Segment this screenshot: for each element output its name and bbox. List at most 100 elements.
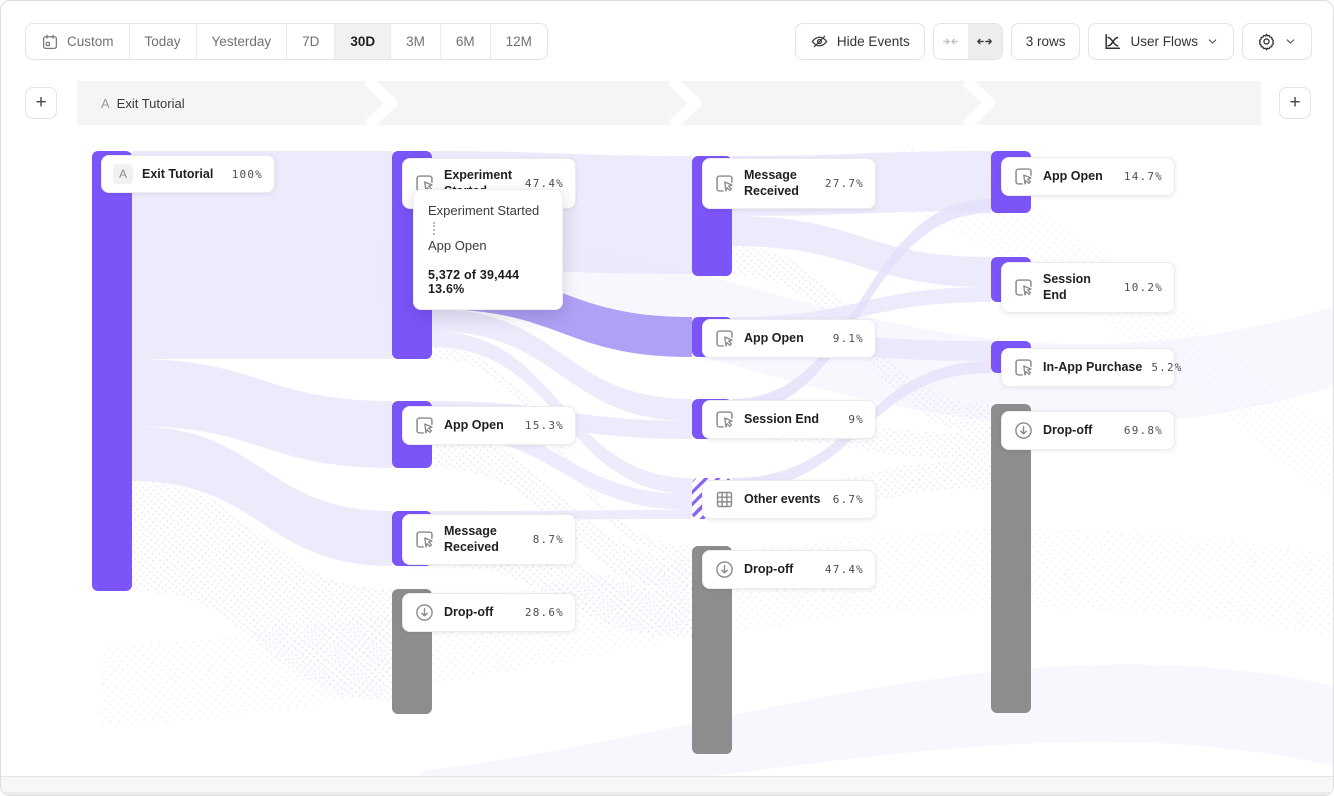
node-pct: 9.1%	[832, 332, 864, 345]
hide-events-button[interactable]: Hide Events	[794, 23, 925, 60]
step-separator-chevron	[963, 81, 995, 125]
date-range-group: Custom Today Yesterday 7D 30D 3M 6M 12M	[25, 23, 548, 60]
node-pct: 9%	[848, 413, 864, 426]
node-pct: 47.4%	[824, 563, 864, 576]
node-card-session-end-4[interactable]: Session End 10.2%	[1001, 262, 1175, 313]
date-range-yesterday[interactable]: Yesterday	[195, 24, 287, 59]
date-range-label: Custom	[67, 34, 114, 49]
rows-label: 3 rows	[1025, 34, 1066, 49]
flow-chart-icon	[1103, 32, 1122, 51]
date-range-6m[interactable]: 6M	[439, 24, 490, 59]
node-pct: 47.4%	[524, 176, 564, 190]
width-toggle-group	[932, 23, 1003, 60]
toolbar: Custom Today Yesterday 7D 30D 3M 6M 12M …	[1, 1, 1333, 81]
node-card-app-open-2[interactable]: App Open 15.3%	[402, 406, 576, 445]
plus-icon: +	[1289, 92, 1301, 113]
node-pct: 5.2%	[1151, 361, 1183, 374]
event-icon	[414, 529, 435, 550]
gear-icon	[1257, 32, 1276, 51]
flow-ribbon[interactable]	[132, 426, 392, 566]
node-pct: 69.8%	[1123, 424, 1163, 437]
step-separator-chevron	[365, 81, 397, 125]
node-card-dropoff-4[interactable]: Drop-off 69.8%	[1001, 411, 1175, 450]
node-card-app-open-4[interactable]: App Open 14.7%	[1001, 157, 1175, 196]
node-label: Other events	[744, 492, 821, 507]
bottom-scrollbar-strip[interactable]	[1, 776, 1333, 795]
dropoff-icon	[414, 602, 435, 623]
node-label: Exit Tutorial	[142, 166, 214, 181]
flow-ribbon[interactable]	[432, 309, 692, 421]
node-label: Session End	[744, 412, 820, 427]
node-card-dropoff-2[interactable]: Drop-off 28.6%	[402, 593, 576, 632]
node-pct: 14.7%	[1123, 170, 1163, 183]
steps-row: + A Exit Tutorial +	[1, 81, 1333, 125]
node-label: Drop-off	[444, 605, 494, 620]
grid-icon	[714, 489, 735, 510]
node-card-dropoff-3[interactable]: Drop-off 47.4%	[702, 550, 876, 589]
tooltip-connector-dotted-line	[433, 222, 548, 236]
node-label: In-App Purchase	[1043, 360, 1143, 375]
chevron-down-icon	[1284, 35, 1297, 48]
node-card-message-received-3[interactable]: Message Received 27.7%	[702, 158, 876, 209]
node-pct: 27.7%	[824, 176, 864, 190]
flow-link-tooltip: Experiment Started App Open 5,372 of 39,…	[413, 189, 563, 310]
collapse-arrows-icon	[942, 33, 959, 50]
node-card-other-events-3[interactable]: Other events 6.7%	[702, 480, 876, 519]
chevron-down-icon	[1206, 35, 1219, 48]
date-range-7d[interactable]: 7D	[286, 24, 335, 59]
view-selector[interactable]: User Flows	[1088, 23, 1234, 60]
node-pct: 100%	[231, 167, 263, 181]
flow-ribbon[interactable]	[132, 151, 392, 359]
plus-icon: +	[35, 92, 47, 113]
node-card-exit-tutorial[interactable]: A Exit Tutorial 100%	[101, 155, 275, 193]
expand-arrows-icon	[976, 33, 993, 50]
event-icon	[1013, 277, 1034, 298]
flow-ribbon[interactable]	[132, 359, 392, 468]
date-range-3m[interactable]: 3M	[390, 24, 440, 59]
event-icon	[1013, 357, 1034, 378]
view-label: User Flows	[1130, 34, 1198, 49]
date-range-12m[interactable]: 12M	[489, 24, 547, 59]
flow-ribbon[interactable]	[732, 216, 991, 287]
node-card-session-end-3[interactable]: Session End 9%	[702, 400, 876, 439]
event-icon	[714, 409, 735, 430]
node-pct: 8.7%	[532, 532, 564, 546]
event-icon	[714, 173, 735, 194]
node-pct: 28.6%	[524, 606, 564, 619]
expand-width-button[interactable]	[967, 24, 1002, 59]
event-icon	[414, 415, 435, 436]
collapse-width-button[interactable]	[933, 24, 968, 59]
calendar-icon	[41, 33, 59, 51]
hide-events-label: Hide Events	[836, 34, 910, 49]
node-pct: 15.3%	[524, 419, 564, 432]
settings-button[interactable]	[1242, 23, 1312, 60]
flow-ribbon-dropoff[interactable]	[432, 347, 692, 558]
node-card-message-received-2[interactable]: Message Received 8.7%	[402, 514, 576, 565]
event-icon	[1013, 166, 1034, 187]
rows-button[interactable]: 3 rows	[1010, 23, 1081, 60]
date-range-30d[interactable]: 30D	[334, 24, 391, 59]
flow-ribbon[interactable]	[732, 199, 991, 413]
node-label: Session End	[1043, 272, 1091, 303]
node-label: Message Received	[444, 524, 499, 555]
node-label: App Open	[444, 418, 504, 433]
node-card-app-open-3[interactable]: App Open 9.1%	[702, 319, 876, 358]
node-label: Drop-off	[1043, 423, 1093, 438]
node-bar-dropoff-4[interactable]	[991, 404, 1031, 713]
node-pct: 10.2%	[1123, 280, 1163, 294]
add-step-right-button[interactable]: +	[1279, 87, 1311, 119]
date-range-today[interactable]: Today	[128, 24, 196, 59]
steps-bar[interactable]: A Exit Tutorial	[77, 81, 1261, 125]
date-range-custom[interactable]: Custom	[26, 24, 129, 59]
event-icon	[714, 328, 735, 349]
node-bar-exit-tutorial[interactable]	[92, 151, 132, 591]
dropoff-icon	[1013, 420, 1034, 441]
step-separator-chevron	[669, 81, 701, 125]
node-card-in-app-purchase-4[interactable]: In-App Purchase 5.2%	[1001, 348, 1181, 387]
flow-ribbon-dropoff[interactable]	[132, 481, 392, 701]
node-label: App Open	[744, 331, 804, 346]
add-step-left-button[interactable]: +	[25, 87, 57, 119]
step-title: Exit Tutorial	[116, 95, 185, 111]
